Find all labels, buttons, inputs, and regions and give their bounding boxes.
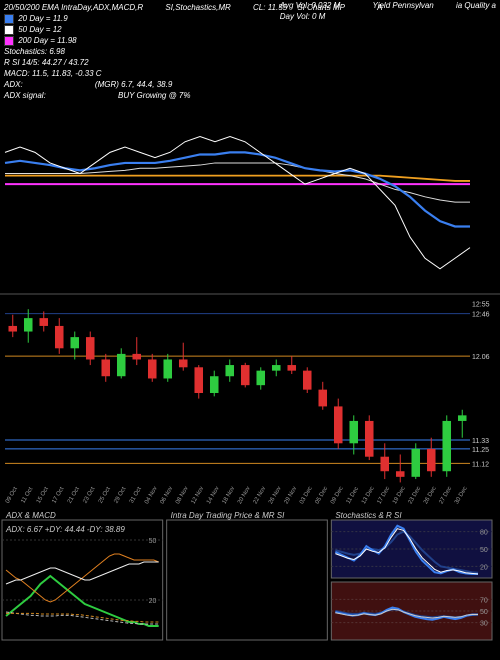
svg-text:29 Nov: 29 Nov xyxy=(284,486,299,505)
svg-text:03 Dec: 03 Dec xyxy=(299,486,314,505)
svg-text:30: 30 xyxy=(480,621,488,628)
svg-text:11.25: 11.25 xyxy=(472,447,489,454)
svg-text:80: 80 xyxy=(480,530,488,537)
hdr-l1: 20/50/200 EMA IntraDay,ADX,MACD,R xyxy=(4,3,143,12)
svg-text:11.12: 11.12 xyxy=(472,461,489,468)
svg-text:12:46: 12:46 xyxy=(472,312,490,319)
adx-lbl: ADX: xyxy=(4,80,23,89)
ema20-lbl: 20 Day = xyxy=(18,14,50,23)
header-right: Avg Vol: 0.032 M Yield Pennsylvan ia Qua… xyxy=(280,0,496,22)
hdr-cl-lbl: CL: xyxy=(253,3,265,12)
svg-text:27 Dec: 27 Dec xyxy=(439,486,454,505)
svg-text:17 Dec: 17 Dec xyxy=(377,486,392,505)
svg-text:11 Oct: 11 Oct xyxy=(20,486,34,504)
svg-text:23 Oct: 23 Oct xyxy=(82,486,96,505)
macd-val: 11.5, 11.83, -0.33 C xyxy=(32,69,102,78)
ema200-lbl: 200 Day = xyxy=(18,36,55,45)
svg-text:22 Nov: 22 Nov xyxy=(253,486,268,505)
ema20-swatch xyxy=(4,14,14,24)
svg-text:13 Dec: 13 Dec xyxy=(361,486,376,505)
stoch-val: 6.98 xyxy=(49,47,65,56)
svg-text:26 Dec: 26 Dec xyxy=(423,486,438,505)
ema50-lbl: 50 Day = xyxy=(18,25,50,34)
hdr-l1m: SI,Stochastics,MR xyxy=(165,3,230,12)
svg-text:09 Dec: 09 Dec xyxy=(330,486,345,505)
svg-text:21 Oct: 21 Oct xyxy=(67,486,81,505)
svg-text:30 Dec: 30 Dec xyxy=(454,486,469,505)
ema200-val: 11.98 xyxy=(57,36,76,45)
avgvol-val: 0.032 M xyxy=(311,1,340,10)
ema20-val: 11.9 xyxy=(53,14,68,23)
brand2: ia Quality a xyxy=(456,1,496,10)
svg-text:12.06: 12.06 xyxy=(472,354,490,361)
adxs-val: BUY Growing @ 7% xyxy=(118,91,190,100)
dayvol-lbl: Day Vol: xyxy=(280,12,310,21)
adxs-lbl: ADX signal: xyxy=(4,91,46,100)
svg-text:19 Dec: 19 Dec xyxy=(392,486,407,505)
rsi-lbl: R SI 14/5: xyxy=(4,58,40,67)
svg-text:11 Dec: 11 Dec xyxy=(346,486,360,505)
svg-text:50: 50 xyxy=(480,609,488,616)
svg-text:18 Nov: 18 Nov xyxy=(222,486,237,505)
svg-text:20 Nov: 20 Nov xyxy=(237,486,252,505)
avgvol-lbl: Avg Vol: xyxy=(280,1,309,10)
svg-text:04 Nov: 04 Nov xyxy=(144,486,159,505)
dayvol-val: 0 M xyxy=(312,12,325,21)
svg-text:26 Nov: 26 Nov xyxy=(268,486,283,505)
brand1: Yield Pennsylvan xyxy=(373,1,434,10)
svg-text:70: 70 xyxy=(480,597,488,604)
svg-text:Stochastics & R SI: Stochastics & R SI xyxy=(335,511,402,520)
svg-text:15 Oct: 15 Oct xyxy=(36,486,50,505)
svg-text:ADX & MACD: ADX & MACD xyxy=(5,511,56,520)
svg-text:23 Dec: 23 Dec xyxy=(408,486,423,505)
ema50-swatch xyxy=(4,25,14,35)
rsi-val: 44.27 / 43.72 xyxy=(42,58,89,67)
svg-text:Intra Day Trading Price & MR: Intra Day Trading Price & MR SI xyxy=(171,511,285,520)
svg-text:25 Oct: 25 Oct xyxy=(98,486,112,505)
svg-text:20: 20 xyxy=(149,598,157,605)
svg-text:12 Nov: 12 Nov xyxy=(191,486,206,505)
svg-text:29 Oct: 29 Oct xyxy=(113,486,127,505)
svg-text:17 Oct: 17 Oct xyxy=(51,486,65,505)
ema200-swatch xyxy=(4,36,14,46)
svg-text:08 Nov: 08 Nov xyxy=(175,486,190,505)
svg-text:14 Nov: 14 Nov xyxy=(206,486,221,505)
svg-text:50: 50 xyxy=(149,538,157,545)
svg-text:31 Oct: 31 Oct xyxy=(129,486,143,505)
svg-text:06 Nov: 06 Nov xyxy=(160,486,175,505)
svg-text:20: 20 xyxy=(480,564,488,571)
ema50-val: 12 xyxy=(53,25,62,34)
stoch-lbl: Stochastics: xyxy=(4,47,47,56)
svg-text:12:55: 12:55 xyxy=(472,302,490,309)
svg-text:05 Dec: 05 Dec xyxy=(315,486,330,505)
svg-text:50: 50 xyxy=(480,547,488,554)
svg-text:09 Oct: 09 Oct xyxy=(5,486,19,505)
adx-val: (MGR) 6.7, 44.4, 38.9 xyxy=(95,80,172,89)
macd-lbl: MACD: xyxy=(4,69,30,78)
svg-text:11.33: 11.33 xyxy=(472,438,489,445)
svg-text:ADX: 6.67 +DY: 44.44 -DY: 38.8: ADX: 6.67 +DY: 44.44 -DY: 38.89 xyxy=(5,525,125,534)
